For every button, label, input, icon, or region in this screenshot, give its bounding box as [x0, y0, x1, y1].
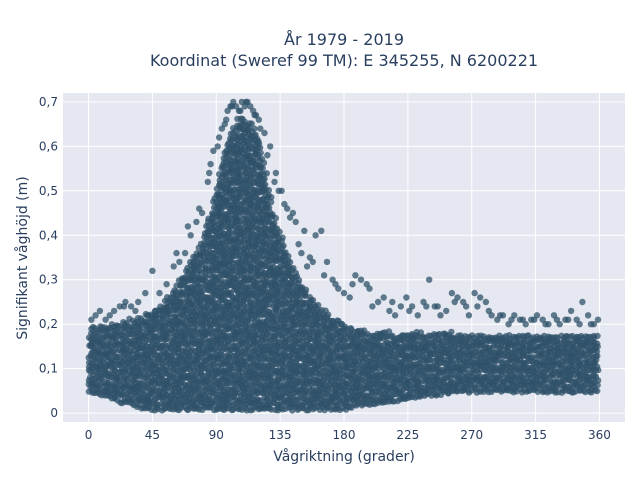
scatter-point — [295, 276, 303, 284]
scatter-point — [265, 308, 273, 316]
scatter-point — [286, 258, 294, 266]
scatter-points — [85, 98, 602, 414]
scatter-point — [324, 311, 332, 318]
scatter-point — [156, 289, 163, 297]
scatter-point — [257, 149, 264, 157]
scatter-point — [170, 263, 177, 270]
scatter-point — [127, 303, 135, 310]
scatter-point — [302, 286, 310, 293]
scatter-point — [215, 134, 223, 141]
scatter-point — [272, 214, 279, 222]
scatter-point — [295, 241, 302, 248]
scatter-point — [241, 118, 248, 125]
scatter-point — [210, 147, 217, 154]
scatter-point — [255, 116, 262, 123]
scatter-point — [268, 194, 275, 201]
scatter-point — [187, 232, 194, 239]
scatter-point — [265, 204, 273, 211]
scatter-point — [593, 363, 601, 370]
scatter-point — [135, 298, 142, 306]
scatter-point — [88, 316, 95, 323]
scatter-point — [142, 289, 149, 297]
scatter-point — [193, 218, 200, 226]
scatter-point — [96, 307, 104, 315]
scatter-point — [110, 307, 118, 315]
scatter-point — [271, 220, 278, 227]
scatter-point — [102, 316, 109, 323]
scatter-point — [251, 125, 258, 132]
scatter-point — [285, 253, 292, 260]
scatter-point — [276, 228, 283, 235]
scatter-point — [261, 175, 268, 183]
scatter-point — [92, 312, 99, 319]
scatter-point — [163, 281, 170, 288]
scatter-point — [252, 131, 259, 139]
scatter-point — [260, 159, 268, 167]
scatter-point — [262, 181, 269, 188]
scatter-point — [290, 265, 297, 272]
scatter-point — [207, 160, 214, 168]
scatter-point — [594, 387, 601, 395]
scatter-point — [176, 258, 183, 266]
scatter-point — [265, 187, 272, 194]
scatter-point — [261, 129, 268, 137]
scatter-point — [149, 267, 156, 274]
scatter-point — [592, 373, 600, 381]
scatter-point — [255, 138, 262, 145]
scatter-point — [256, 144, 264, 151]
scatter-point — [280, 242, 287, 249]
scatter-point — [593, 348, 601, 355]
scatter-point — [279, 234, 286, 241]
scatter-point — [267, 198, 275, 206]
scatter-point — [594, 332, 601, 340]
scatter-point — [272, 169, 280, 177]
scatter-point — [594, 382, 601, 389]
scatter-point — [263, 170, 270, 177]
scatter-point — [248, 120, 255, 127]
scatter-point — [181, 249, 189, 257]
scatter-point — [448, 328, 455, 336]
scatter-point — [106, 312, 114, 319]
scatter-point — [259, 165, 266, 172]
scatter-point — [204, 178, 211, 186]
scatter-point — [594, 340, 601, 347]
scatter-point — [309, 297, 317, 304]
scatter-point — [315, 301, 322, 309]
scatter-point — [267, 143, 274, 150]
